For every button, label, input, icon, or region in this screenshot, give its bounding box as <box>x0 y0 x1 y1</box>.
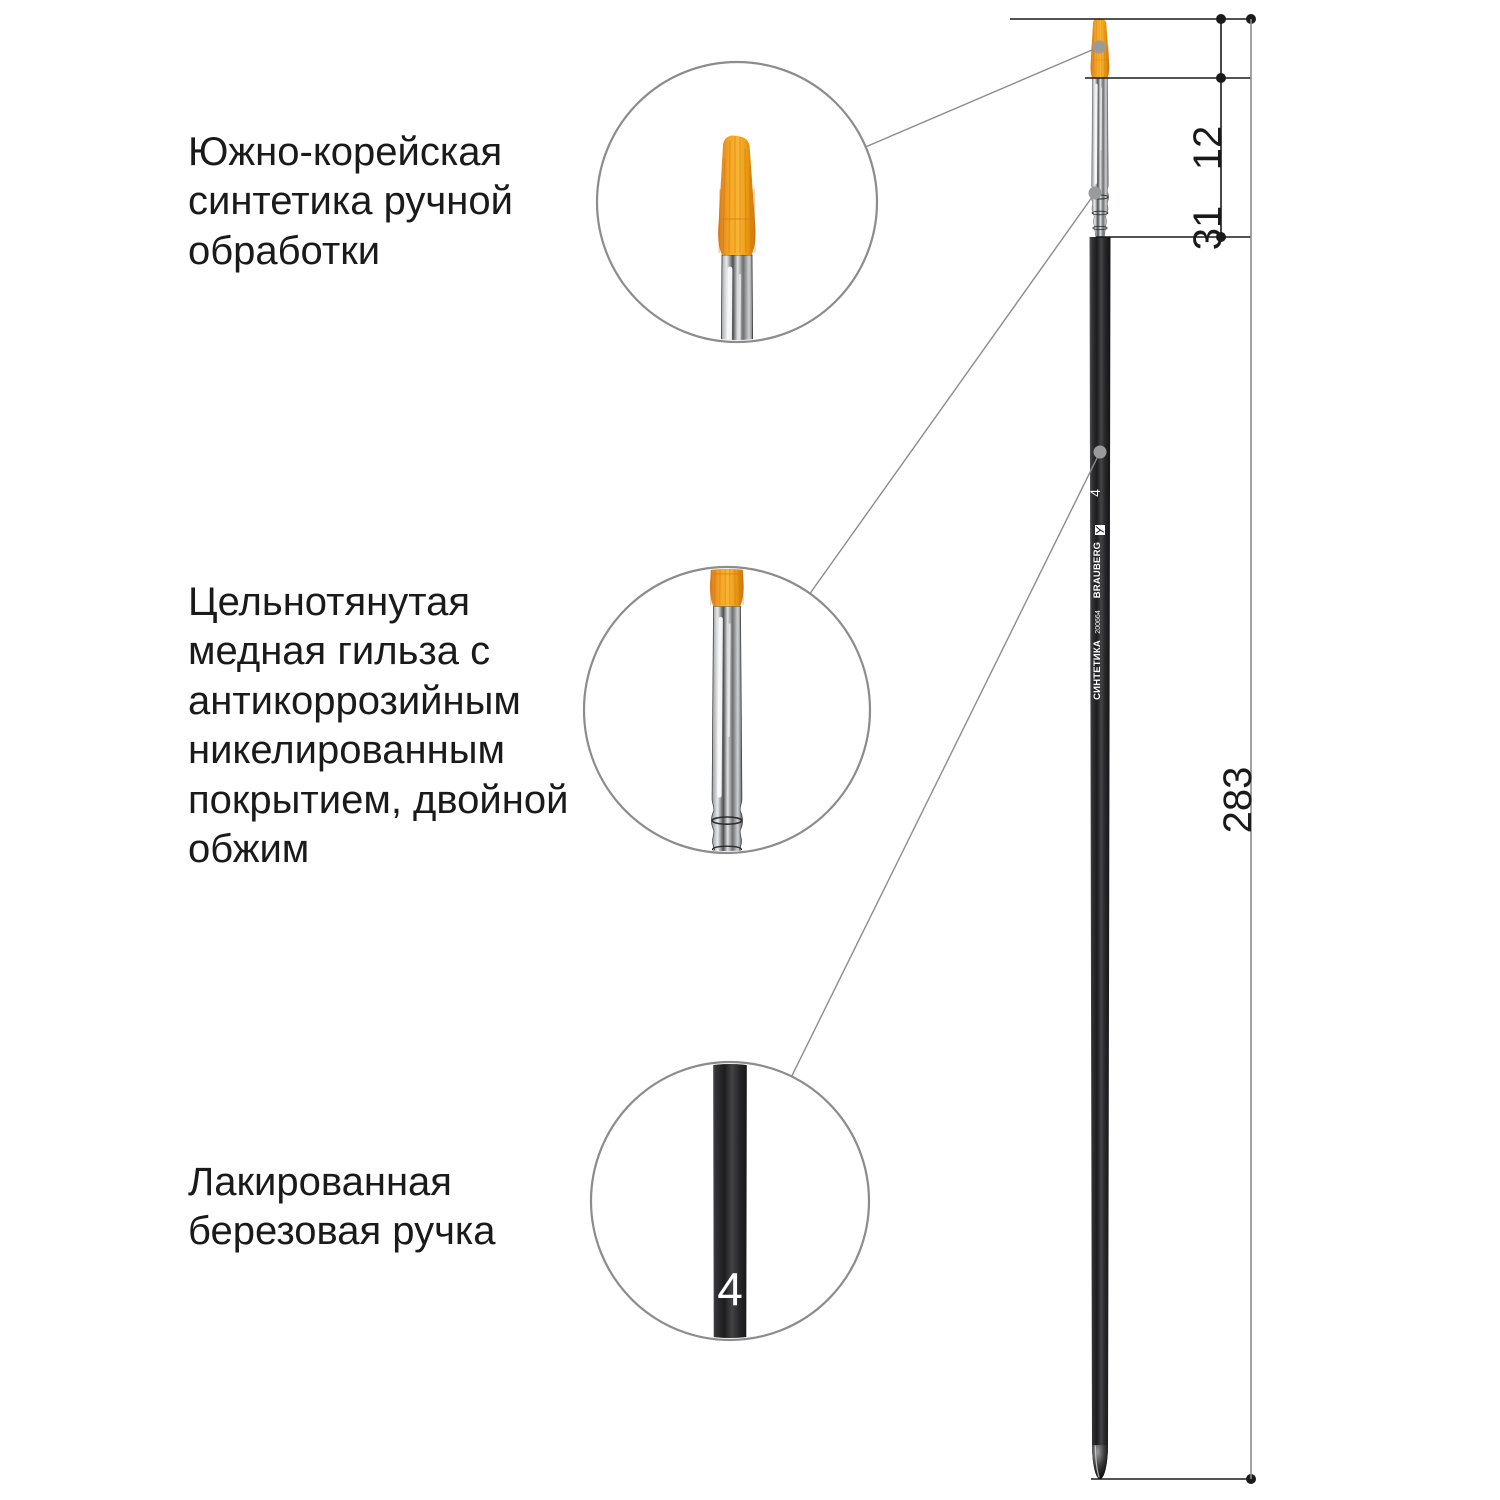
svg-text:200664: 200664 <box>1095 610 1102 633</box>
svg-text:31: 31 <box>1186 206 1230 251</box>
svg-text:СИНТЕТИКА: СИНТЕТИКА <box>1092 640 1103 700</box>
svg-text:4: 4 <box>1087 489 1103 497</box>
svg-text:12: 12 <box>1186 126 1230 171</box>
svg-text:283: 283 <box>1216 767 1260 834</box>
svg-text:4: 4 <box>717 1263 743 1315</box>
svg-text:BRAUBERG: BRAUBERG <box>1092 542 1103 599</box>
